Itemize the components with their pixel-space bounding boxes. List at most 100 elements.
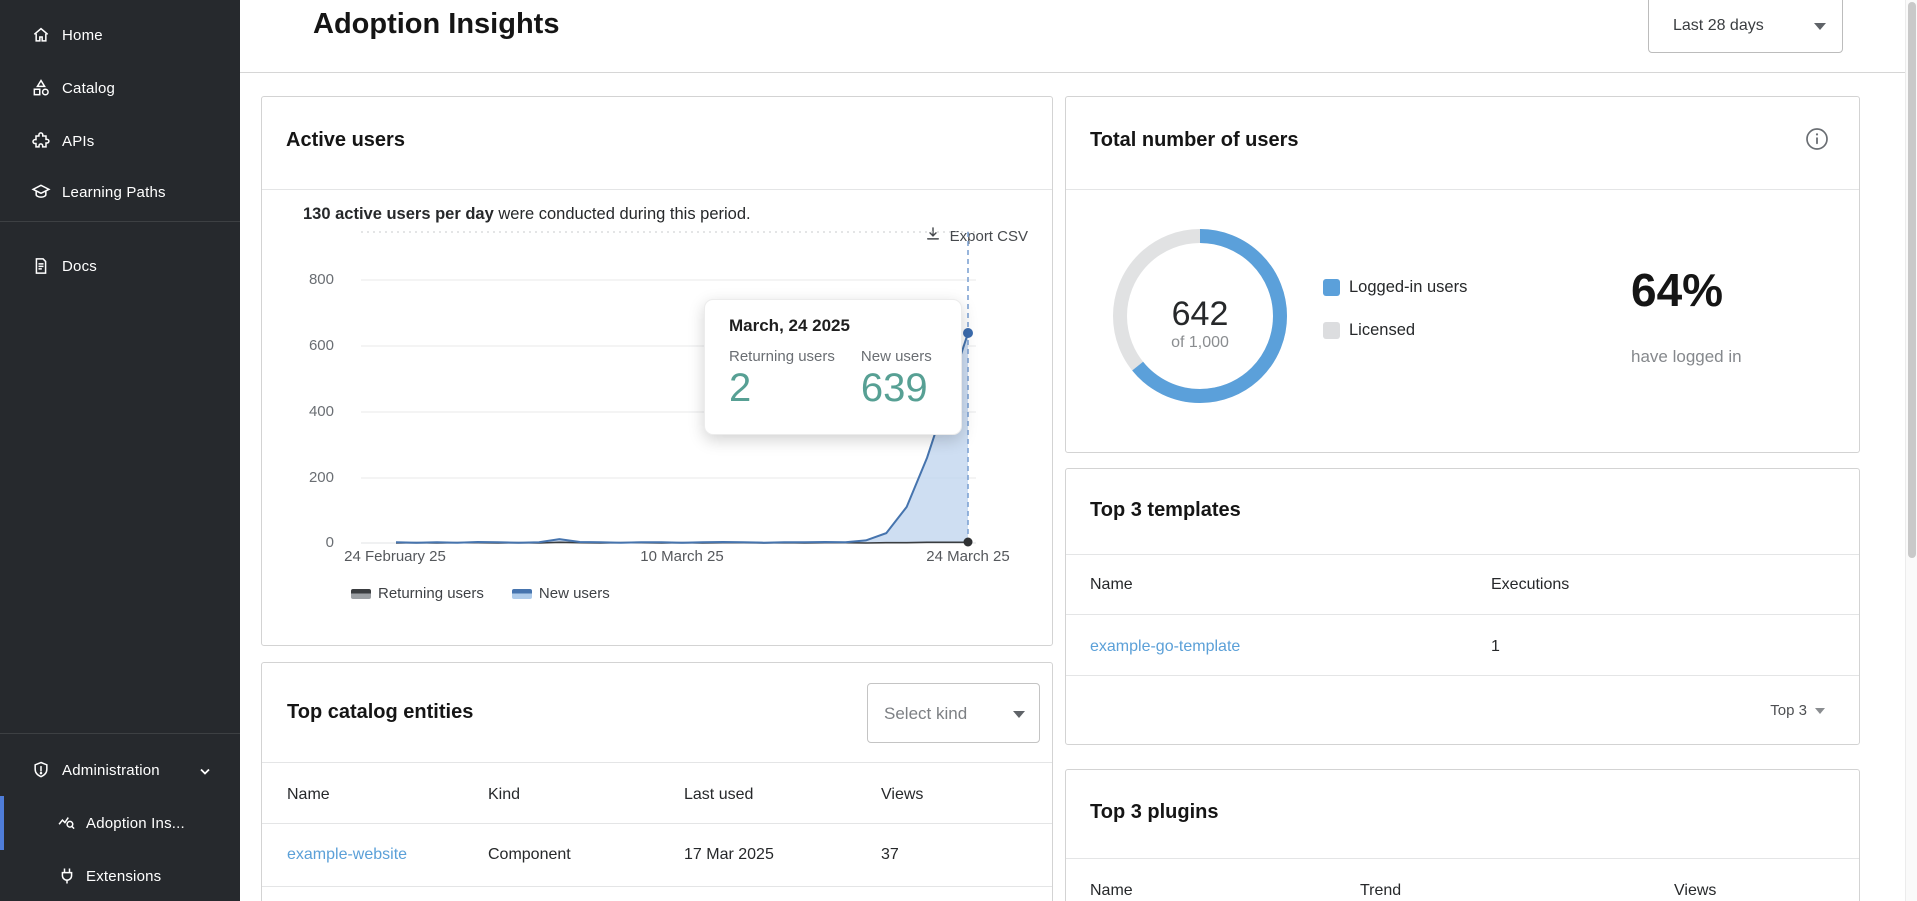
home-icon: [31, 25, 51, 45]
sidebar-item-label: Administration: [62, 762, 160, 779]
y-tick: 200: [300, 469, 334, 486]
legend-swatch-new: [512, 589, 532, 599]
hover-point-new-users: [963, 328, 973, 338]
active-users-card: Active users Export CSV 130 active users…: [261, 96, 1053, 646]
template-name-link[interactable]: example-go-template: [1090, 638, 1240, 656]
sidebar-item-label: Home: [62, 27, 103, 44]
sidebar-item-administration[interactable]: Administration: [0, 753, 240, 787]
donut-center-label: 642 of 1,000: [1140, 295, 1260, 353]
x-tick: 10 March 25: [602, 548, 762, 565]
sidebar-item-home[interactable]: Home: [0, 18, 240, 52]
x-tick: 24 February 25: [315, 548, 475, 565]
tooltip-date: March, 24 2025: [729, 316, 961, 336]
sidebar-item-docs[interactable]: Docs: [0, 249, 240, 283]
legend-item-returning-users: Returning users: [351, 585, 484, 602]
donut-legend-licensed: Licensed: [1323, 321, 1415, 340]
tooltip-returning-users: Returning users 2: [729, 348, 835, 411]
sidebar-item-label: Catalog: [62, 80, 115, 97]
column-header-views: Views: [1674, 882, 1716, 900]
page-title: Adoption Insights: [313, 8, 559, 41]
top-plugins-card: Top 3 plugins Name Trend Views: [1065, 769, 1860, 901]
y-tick: 800: [300, 271, 334, 288]
sidebar-item-label: APIs: [62, 133, 94, 150]
select-kind-dropdown[interactable]: Select kind: [867, 683, 1040, 743]
header-divider: [240, 72, 1917, 73]
y-tick: 400: [300, 403, 334, 420]
chevron-down-icon: [198, 764, 212, 782]
card-header-divider: [262, 762, 1052, 763]
card-title: Top 3 templates: [1090, 499, 1241, 522]
chevron-down-icon: [1814, 23, 1826, 30]
column-header-executions: Executions: [1491, 576, 1569, 594]
chevron-down-icon: [1815, 708, 1825, 714]
card-header-divider: [1066, 858, 1859, 859]
table-divider: [1066, 675, 1859, 676]
sidebar-item-label: Learning Paths: [62, 184, 166, 201]
top-catalog-entities-card: Top catalog entities Select kind Name Ki…: [261, 662, 1053, 901]
card-header-divider: [1066, 189, 1859, 190]
date-range-select[interactable]: Last 28 days: [1648, 0, 1843, 53]
column-header-name: Name: [1090, 882, 1133, 900]
legend-swatch-returning: [351, 589, 371, 599]
x-tick: 24 March 25: [888, 548, 1048, 565]
adoption-insights-page: Home Catalog APIs Learning Paths Docs: [0, 0, 1917, 901]
plug-icon: [57, 866, 77, 886]
puzzle-extension-icon: [31, 131, 51, 151]
info-icon[interactable]: [1805, 127, 1829, 156]
sidebar: Home Catalog APIs Learning Paths Docs: [0, 0, 240, 901]
entity-last-used: 17 Mar 2025: [684, 846, 774, 864]
query-stats-icon: [57, 813, 77, 833]
category-icon: [31, 78, 51, 98]
template-executions: 1: [1491, 638, 1500, 656]
table-divider: [262, 886, 1052, 887]
sidebar-item-label: Adoption Ins...: [86, 815, 185, 832]
sidebar-item-learning-paths[interactable]: Learning Paths: [0, 175, 240, 209]
chart-tooltip: March, 24 2025 Returning users 2 New use…: [704, 299, 962, 435]
sidebar-item-catalog[interactable]: Catalog: [0, 71, 240, 105]
date-range-value: Last 28 days: [1673, 17, 1764, 35]
card-title: Active users: [286, 129, 405, 152]
sidebar-item-apis[interactable]: APIs: [0, 124, 240, 158]
chart-legend: Returning users New users: [351, 585, 610, 602]
top-n-select[interactable]: Top 3: [1770, 702, 1825, 719]
card-header-divider: [1066, 554, 1859, 555]
sidebar-item-extensions[interactable]: Extensions: [0, 859, 240, 893]
column-header-name: Name: [287, 786, 330, 804]
table-divider: [1066, 614, 1859, 615]
sidebar-divider: [0, 221, 240, 222]
legend-swatch-licensed: [1323, 322, 1340, 339]
scrollbar[interactable]: [1905, 0, 1917, 901]
column-header-kind: Kind: [488, 786, 520, 804]
total-users-card: Total number of users 642 of 1,000 Logge…: [1065, 96, 1860, 453]
sidebar-divider: [0, 733, 240, 734]
top-templates-card: Top 3 templates Name Executions example-…: [1065, 468, 1860, 745]
series-end-point-returning: [964, 538, 973, 547]
sidebar-item-label: Extensions: [86, 868, 161, 885]
shield-alert-icon: [31, 760, 51, 780]
donut-center-value: 642: [1140, 295, 1260, 333]
y-tick: 600: [300, 337, 334, 354]
column-header-trend: Trend: [1360, 882, 1401, 900]
entity-name-link[interactable]: example-website: [287, 846, 407, 864]
column-header-views: Views: [881, 786, 923, 804]
top-n-value: Top 3: [1770, 702, 1807, 719]
legend-swatch-logged-in: [1323, 279, 1340, 296]
select-kind-placeholder: Select kind: [884, 704, 967, 724]
tooltip-new-users: New users 639: [861, 348, 932, 411]
scrollbar-thumb[interactable]: [1908, 2, 1916, 558]
logged-in-percent: 64%: [1631, 263, 1723, 317]
entity-views: 37: [881, 846, 899, 864]
table-divider: [262, 823, 1052, 824]
donut-center-sub: of 1,000: [1140, 333, 1260, 353]
sidebar-item-label: Docs: [62, 258, 97, 275]
card-title: Top catalog entities: [287, 701, 473, 724]
school-icon: [31, 182, 51, 202]
chevron-down-icon: [1013, 711, 1025, 718]
entity-kind: Component: [488, 846, 571, 864]
card-title: Top 3 plugins: [1090, 801, 1219, 824]
sidebar-item-adoption-insights[interactable]: Adoption Ins...: [0, 806, 240, 840]
column-header-name: Name: [1090, 576, 1133, 594]
logged-in-percent-caption: have logged in: [1631, 347, 1742, 367]
card-title: Total number of users: [1090, 129, 1299, 152]
column-header-last-used: Last used: [684, 786, 753, 804]
